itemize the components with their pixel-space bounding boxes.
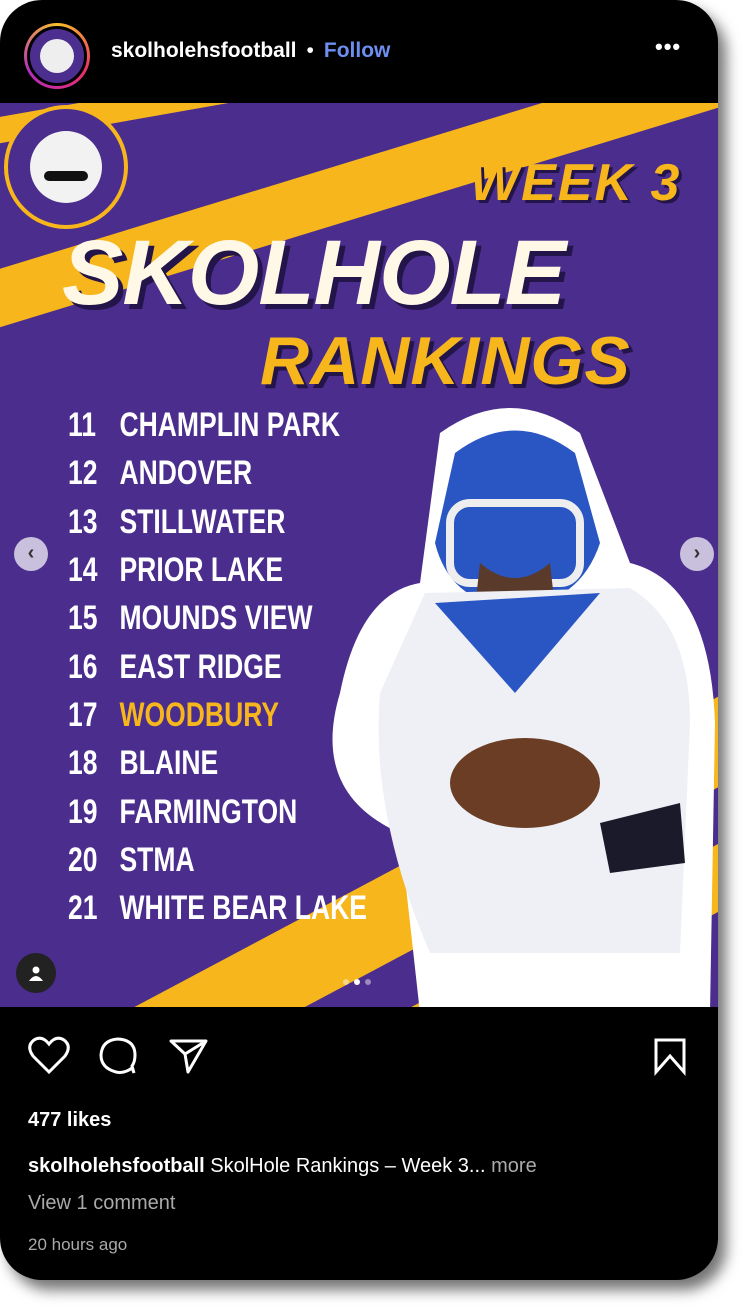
team-name: MOUNDS VIEW: [119, 599, 313, 638]
ranking-row: 19 FARMINGTON: [68, 787, 367, 835]
rank-number: 21: [68, 889, 98, 928]
ranking-row: 21 WHITE BEAR LAKE: [68, 884, 367, 932]
carousel-dot-active: [354, 979, 360, 985]
separator: •: [306, 39, 314, 62]
team-name: WHITE BEAR LAKE: [119, 889, 367, 928]
ranking-row: 16 EAST RIDGE: [68, 642, 367, 690]
carousel-dot: [365, 979, 371, 985]
ranking-row: 17 WOODBURY: [68, 691, 367, 739]
caption: skolholehsfootball SkolHole Rankings – W…: [28, 1154, 537, 1178]
ranking-row: 15 MOUNDS VIEW: [68, 594, 367, 642]
rank-number: 17: [68, 695, 98, 734]
ranking-row: 18 BLAINE: [68, 739, 367, 787]
carousel-dot: [343, 979, 349, 985]
skolhole-logo: [4, 105, 128, 229]
more-options-icon[interactable]: •••: [655, 34, 682, 59]
ranking-row: 20 STMA: [68, 836, 367, 884]
comment-icon[interactable]: [98, 1036, 140, 1076]
rank-number: 16: [68, 647, 98, 686]
rank-number: 13: [68, 502, 98, 541]
caption-username[interactable]: skolholehsfootball: [28, 1155, 205, 1177]
post-timestamp: 20 hours ago: [28, 1235, 128, 1254]
rankings-list: 11 CHAMPLIN PARK 12 ANDOVER 13 STILLWATER 14 PR…: [68, 401, 451, 932]
title-skolhole: SKOLHOLE: [62, 222, 566, 324]
rank-number: 11: [68, 406, 97, 445]
rank-number: 15: [68, 599, 98, 638]
share-icon[interactable]: [168, 1036, 210, 1076]
ranking-row: 13 STILLWATER: [68, 498, 367, 546]
instagram-post-card: skolholehsfootball • Follow ••• WEEK 3 S…: [0, 0, 718, 1280]
rank-number: 12: [68, 454, 98, 493]
ranking-row: 12 ANDOVER: [68, 449, 367, 497]
team-name: STILLWATER: [119, 502, 286, 541]
rank-number: 18: [68, 744, 98, 783]
rank-number: 14: [68, 551, 98, 590]
post-header: skolholehsfootball • Follow •••: [0, 0, 718, 103]
caption-more-link[interactable]: more: [491, 1155, 537, 1177]
caption-text: SkolHole Rankings – Week 3...: [210, 1155, 486, 1177]
team-name: PRIOR LAKE: [119, 551, 284, 590]
football-player-image: [332, 408, 715, 1007]
ranking-row: 11 CHAMPLIN PARK: [68, 401, 367, 449]
team-name: EAST RIDGE: [119, 647, 282, 686]
carousel-indicator: [343, 979, 371, 985]
likes-count[interactable]: 477 likes: [28, 1109, 112, 1131]
next-slide-button[interactable]: ›: [680, 537, 714, 571]
rank-number: 19: [68, 792, 98, 831]
team-name: CHAMPLIN PARK: [119, 406, 340, 445]
avatar[interactable]: [24, 23, 90, 89]
previous-slide-button[interactable]: ‹: [14, 537, 48, 571]
team-name: BLAINE: [119, 744, 219, 783]
post-image: WEEK 3 SKOLHOLE RANKINGS 11 CHAMPLIN PARK…: [0, 103, 718, 1007]
team-name: FARMINGTON: [119, 792, 298, 831]
rank-number: 20: [68, 840, 98, 879]
follow-button[interactable]: Follow: [323, 39, 391, 62]
header-title-row: skolholehsfootball • Follow: [111, 38, 390, 64]
title-rankings: RANKINGS: [260, 323, 631, 399]
tagged-users-icon[interactable]: [16, 953, 56, 993]
view-comments-link[interactable]: View 1 comment: [28, 1192, 176, 1214]
username-link[interactable]: skolholehsfootball: [111, 39, 297, 62]
week-label: WEEK 3: [470, 154, 682, 212]
ranking-row: 14 PRIOR LAKE: [68, 546, 367, 594]
team-name: ANDOVER: [119, 454, 253, 493]
save-bookmark-icon[interactable]: [652, 1036, 688, 1076]
team-name: STMA: [119, 840, 195, 879]
like-heart-icon[interactable]: [28, 1036, 70, 1076]
team-name: WOODBURY: [119, 695, 280, 734]
